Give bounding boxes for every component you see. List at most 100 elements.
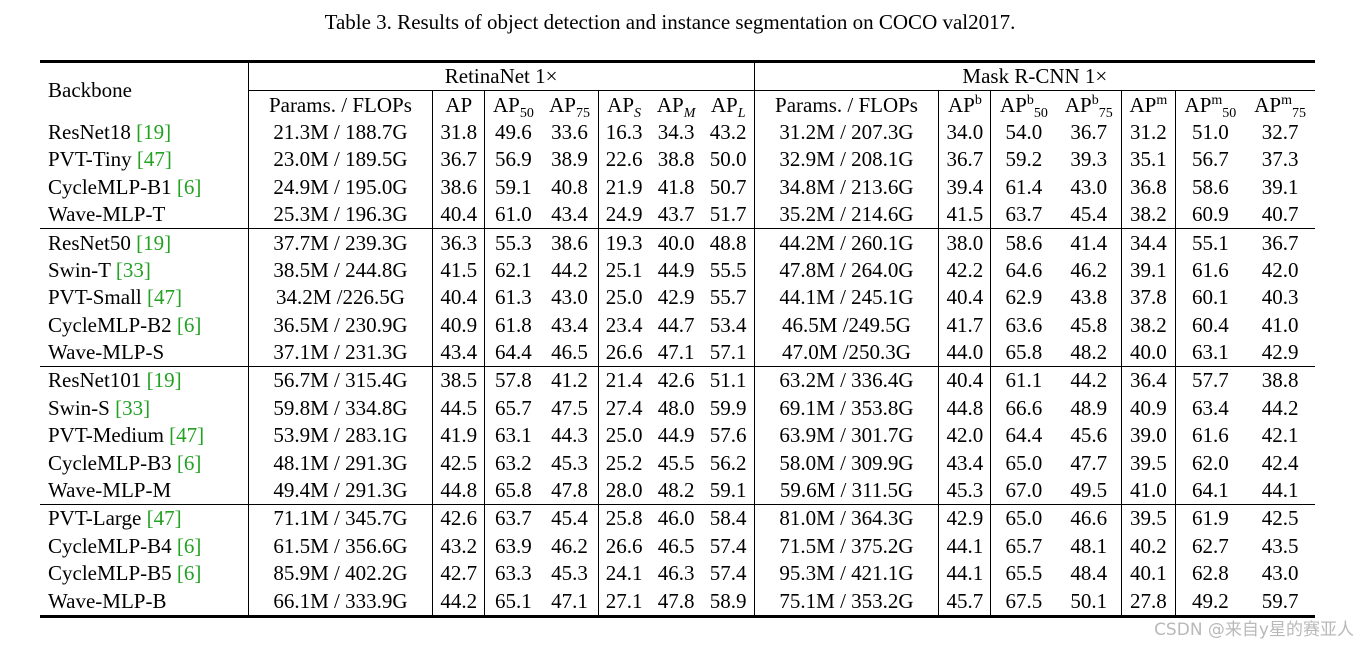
table-row: Wave-MLP-M 49.4M / 291.3G 44.8 65.8 47.8 28.0… xyxy=(40,476,1315,505)
maskrcnn-metric-cell: 62.8 xyxy=(1192,561,1229,586)
maskrcnn-metric-cell: 43.5 xyxy=(1261,533,1299,558)
maskrcnn-metric-cell: 48.1 xyxy=(1056,532,1123,561)
retinanet-metric-cell: 26.6 xyxy=(605,533,643,558)
retinanet-metric-cell: 44.2 xyxy=(432,587,486,617)
retinanet-params-cell: 36.5M / 230.9G xyxy=(248,311,434,339)
citation-link[interactable]: [47] xyxy=(147,285,182,310)
backbone-cell: ResNet50 [19] xyxy=(40,228,249,257)
retinanet-params-cell: 59.8M / 334.8G xyxy=(248,394,434,423)
maskrcnn-metric-cell: 37.3 xyxy=(1261,147,1299,172)
backbone-cell: Wave-MLP-S xyxy=(40,338,249,367)
citation-link[interactable]: [6] xyxy=(176,533,202,558)
maskrcnn-metric-cell: 45.4 xyxy=(1056,200,1123,229)
retinanet-metric-cell: 63.2 xyxy=(495,450,532,475)
maskrcnn-metric-cell: 39.0 xyxy=(1121,422,1176,450)
maskrcnn-metric-cell: 35.1 xyxy=(1121,146,1176,174)
retinanet-metric-cell: 47.1 xyxy=(657,340,695,365)
retinanet-params-cell: 23.0M / 189.5G xyxy=(248,146,434,174)
citation-link[interactable]: [6] xyxy=(176,174,202,199)
citation-link[interactable]: [47] xyxy=(136,147,172,172)
maskrcnn-metric-cell: 60.9 xyxy=(1192,202,1229,227)
retinanet-metric-cell: 58.4 xyxy=(702,504,755,533)
table-row: Swin-S [33] 59.8M / 334.8G 44.5 65.7 47.5 27.… xyxy=(40,394,1315,423)
citation-link[interactable]: [33] xyxy=(115,257,151,282)
retinanet-params-cell: 49.4M / 291.3G xyxy=(248,476,434,505)
maskrcnn-params-cell: 63.9M / 301.7G xyxy=(754,422,940,450)
table-row: CycleMLP-B3 [6] 48.1M / 291.3G 42.5 63.2 45.… xyxy=(40,449,1315,477)
retinanet-metric-cell: 55.3 xyxy=(484,228,542,257)
col-header-r-ap: AP xyxy=(432,90,486,119)
retinanet-metric-cell: 25.0 xyxy=(605,423,643,448)
maskrcnn-metric-cell: 45.6 xyxy=(1056,422,1123,450)
citation-link[interactable]: [19] xyxy=(136,230,172,255)
retinanet-metric-cell: 22.6 xyxy=(605,147,643,172)
citation-link[interactable]: [6] xyxy=(176,312,202,337)
maskrcnn-params-cell: 47.8M / 264.0G xyxy=(754,256,940,285)
col-header-m-apm75: APm75 xyxy=(1254,92,1306,121)
retinanet-metric-cell: 44.3 xyxy=(541,422,599,450)
citation-link[interactable]: [19] xyxy=(136,119,172,144)
col-header-r-aps: APS xyxy=(607,92,642,121)
retinanet-metric-cell: 65.7 xyxy=(495,395,532,420)
table-row: CycleMLP-B2 [6] 36.5M / 230.9G 40.9 61.8 43.… xyxy=(40,311,1315,339)
maskrcnn-metric-cell: 36.8 xyxy=(1121,173,1176,201)
maskrcnn-params-cell: 71.5M / 375.2G xyxy=(754,532,940,561)
backbone-cell: Wave-MLP-M xyxy=(40,476,249,505)
maskrcnn-metric-cell: 62.0 xyxy=(1192,450,1229,475)
maskrcnn-metric-cell: 44.1 xyxy=(938,560,992,588)
maskrcnn-metric-cell: 36.7 xyxy=(938,146,992,174)
retinanet-metric-cell: 41.2 xyxy=(541,366,599,395)
retinanet-metric-cell: 63.3 xyxy=(495,561,532,586)
citation-link[interactable]: [47] xyxy=(146,506,182,531)
maskrcnn-metric-cell: 63.6 xyxy=(1005,312,1043,337)
maskrcnn-metric-cell: 44.0 xyxy=(938,338,992,367)
retinanet-metric-cell: 63.1 xyxy=(495,423,532,448)
maskrcnn-metric-cell: 58.6 xyxy=(1192,174,1229,199)
retinanet-metric-cell: 45.5 xyxy=(657,450,695,475)
citation-link[interactable]: [19] xyxy=(146,368,182,393)
maskrcnn-metric-cell: 63.1 xyxy=(1192,340,1229,365)
retinanet-metric-cell: 38.6 xyxy=(432,173,486,201)
retinanet-metric-cell: 42.6 xyxy=(432,504,486,533)
col-header-r-params: Params. / FLOPs xyxy=(248,90,434,119)
maskrcnn-metric-cell: 41.4 xyxy=(1056,228,1123,257)
maskrcnn-metric-cell: 47.7 xyxy=(1056,449,1123,477)
watermark: CSDN @来自y星的赛亚人 xyxy=(1154,620,1354,640)
maskrcnn-metric-cell: 61.6 xyxy=(1192,257,1229,282)
maskrcnn-metric-cell: 40.4 xyxy=(938,284,992,312)
retinanet-metric-cell: 43.4 xyxy=(541,200,599,229)
col-header-r-apl: APL xyxy=(702,90,755,120)
maskrcnn-metric-cell: 65.5 xyxy=(1005,561,1043,586)
maskrcnn-metric-cell: 44.2 xyxy=(1261,395,1299,420)
maskrcnn-metric-cell: 34.4 xyxy=(1121,228,1176,257)
maskrcnn-metric-cell: 61.9 xyxy=(1175,504,1246,533)
citation-link[interactable]: [47] xyxy=(169,423,205,448)
retinanet-metric-cell: 44.9 xyxy=(657,257,695,282)
maskrcnn-metric-cell: 45.3 xyxy=(938,476,992,505)
maskrcnn-metric-cell: 54.0 xyxy=(1005,119,1043,144)
col-header-m-apb: APb xyxy=(938,90,992,119)
backbone-cell: PVT-Tiny [47] xyxy=(40,146,249,174)
citation-link[interactable]: [6] xyxy=(176,450,202,475)
retinanet-metric-cell: 59.1 xyxy=(495,174,532,199)
maskrcnn-params-cell: 95.3M / 421.1G xyxy=(754,560,940,588)
maskrcnn-metric-cell: 40.3 xyxy=(1261,285,1299,310)
retinanet-metric-cell: 63.7 xyxy=(484,504,542,533)
table-row: CycleMLP-B4 [6] 61.5M / 356.6G 43.2 63.9 46.… xyxy=(40,532,1315,561)
retinanet-metric-cell: 44.9 xyxy=(657,423,695,448)
retinanet-metric-cell: 42.6 xyxy=(649,366,703,395)
maskrcnn-metric-cell: 32.7 xyxy=(1261,119,1299,144)
citation-link[interactable]: [6] xyxy=(176,561,202,586)
retinanet-metric-cell: 57.4 xyxy=(702,532,755,561)
maskrcnn-params-cell: 59.6M / 311.5G xyxy=(754,476,940,505)
retinanet-metric-cell: 19.3 xyxy=(598,228,650,257)
maskrcnn-metric-cell: 48.2 xyxy=(1056,338,1123,367)
citation-link[interactable]: [33] xyxy=(115,395,151,420)
retinanet-metric-cell: 43.4 xyxy=(541,311,599,339)
backbone-cell: Swin-S [33] xyxy=(40,394,249,423)
maskrcnn-metric-cell: 51.0 xyxy=(1192,119,1229,144)
retinanet-metric-cell: 43.0 xyxy=(541,284,599,312)
maskrcnn-metric-cell: 41.7 xyxy=(938,311,992,339)
retinanet-metric-cell: 24.9 xyxy=(605,202,643,227)
retinanet-metric-cell: 21.4 xyxy=(598,366,650,395)
